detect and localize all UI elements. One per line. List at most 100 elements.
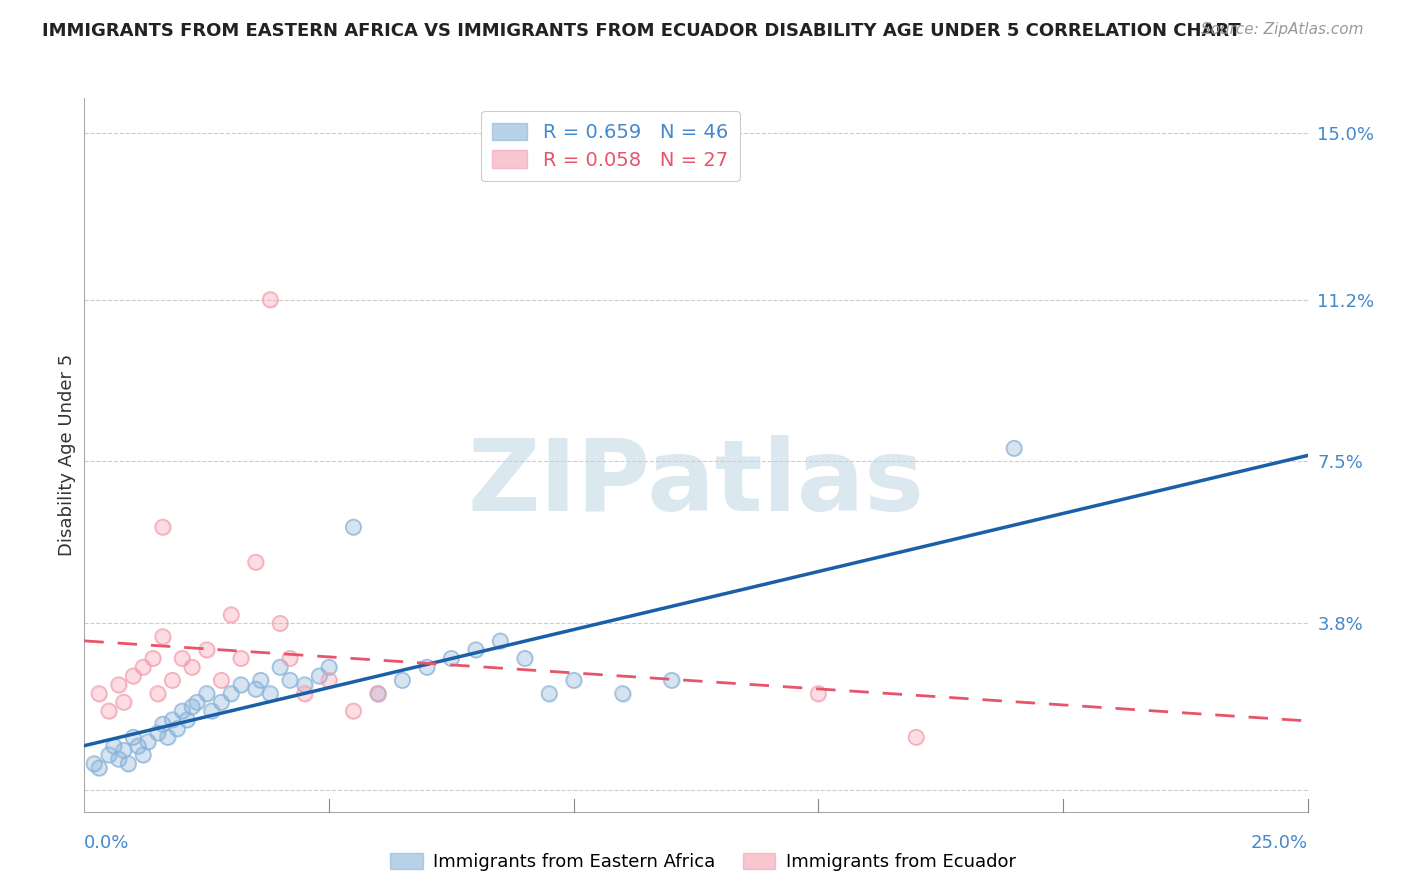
Point — [318, 660, 340, 674]
Point — [172, 704, 194, 718]
Point — [367, 686, 389, 700]
Point — [195, 642, 218, 657]
Point — [107, 678, 129, 692]
Point — [278, 651, 301, 665]
Point — [195, 686, 218, 700]
Point — [142, 651, 165, 665]
Point — [152, 520, 174, 534]
Point — [146, 726, 169, 740]
Point — [162, 673, 184, 688]
Point — [416, 660, 439, 674]
Point — [209, 695, 232, 709]
Point — [513, 651, 536, 665]
Point — [367, 686, 389, 700]
Point — [162, 713, 184, 727]
Point — [132, 747, 155, 762]
Point — [342, 704, 364, 718]
Point — [87, 761, 110, 775]
Point — [905, 731, 928, 745]
Point — [200, 704, 222, 718]
Point — [142, 651, 165, 665]
Point — [294, 678, 316, 692]
Point — [181, 660, 204, 674]
Point — [152, 520, 174, 534]
Point — [245, 682, 267, 697]
Point — [229, 678, 252, 692]
Point — [132, 660, 155, 674]
Point — [219, 686, 242, 700]
Point — [166, 722, 188, 736]
Point — [562, 673, 585, 688]
Point — [464, 642, 486, 657]
Point — [186, 695, 208, 709]
Point — [122, 669, 145, 683]
Point — [342, 520, 364, 534]
Point — [209, 673, 232, 688]
Point — [416, 660, 439, 674]
Point — [112, 695, 135, 709]
Point — [294, 678, 316, 692]
Point — [132, 747, 155, 762]
Legend: R = 0.659   N = 46, R = 0.058   N = 27: R = 0.659 N = 46, R = 0.058 N = 27 — [481, 112, 740, 181]
Point — [162, 673, 184, 688]
Point — [156, 731, 179, 745]
Point — [172, 651, 194, 665]
Point — [391, 673, 413, 688]
Point — [342, 704, 364, 718]
Point — [612, 686, 634, 700]
Point — [166, 722, 188, 736]
Point — [146, 726, 169, 740]
Point — [132, 660, 155, 674]
Point — [245, 555, 267, 569]
Point — [538, 686, 561, 700]
Point — [219, 686, 242, 700]
Text: Source: ZipAtlas.com: Source: ZipAtlas.com — [1201, 22, 1364, 37]
Point — [181, 699, 204, 714]
Point — [122, 731, 145, 745]
Point — [172, 704, 194, 718]
Point — [152, 717, 174, 731]
Point — [259, 686, 281, 700]
Point — [97, 704, 120, 718]
Point — [162, 713, 184, 727]
Point — [440, 651, 463, 665]
Y-axis label: Disability Age Under 5: Disability Age Under 5 — [58, 354, 76, 556]
Point — [195, 642, 218, 657]
Point — [87, 686, 110, 700]
Point — [117, 756, 139, 771]
Point — [103, 739, 125, 753]
Point — [97, 747, 120, 762]
Point — [391, 673, 413, 688]
Point — [97, 747, 120, 762]
Point — [152, 630, 174, 644]
Point — [259, 293, 281, 307]
Point — [249, 673, 271, 688]
Point — [661, 673, 683, 688]
Point — [107, 678, 129, 692]
Point — [103, 739, 125, 753]
Point — [209, 695, 232, 709]
Point — [195, 686, 218, 700]
Point — [538, 686, 561, 700]
Point — [464, 642, 486, 657]
Point — [107, 752, 129, 766]
Point — [249, 673, 271, 688]
Point — [181, 699, 204, 714]
Point — [136, 734, 159, 748]
Point — [156, 731, 179, 745]
Point — [176, 713, 198, 727]
Point — [318, 673, 340, 688]
Point — [219, 607, 242, 622]
Point — [176, 713, 198, 727]
Point — [513, 651, 536, 665]
Point — [440, 651, 463, 665]
Point — [562, 673, 585, 688]
Point — [259, 293, 281, 307]
Point — [122, 669, 145, 683]
Point — [146, 686, 169, 700]
Point — [278, 673, 301, 688]
Point — [117, 756, 139, 771]
Point — [308, 669, 330, 683]
Point — [127, 739, 149, 753]
Point — [229, 651, 252, 665]
